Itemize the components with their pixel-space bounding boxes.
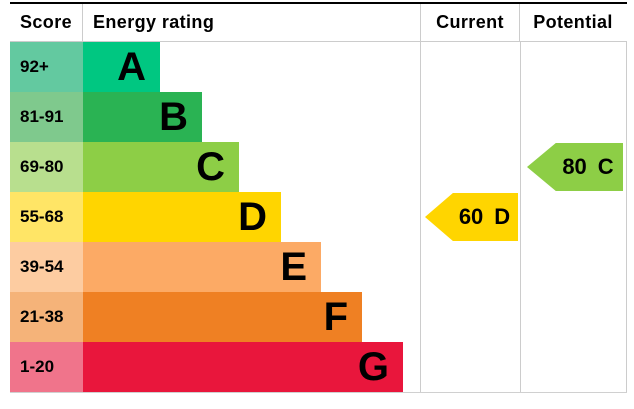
column-divider: [520, 42, 521, 392]
potential-rating-arrow: 80 C: [527, 143, 623, 191]
column-divider: [420, 42, 421, 392]
band-b-bar: B: [83, 92, 202, 142]
rating-bands: 92+ A 81-91 B 69-80 C 55-68 D 39-54 E 21…: [10, 42, 627, 392]
current-rating-arrow: 60 D: [425, 193, 518, 241]
score-column-header: Score: [10, 4, 83, 41]
band-e-score-range: 39-54: [10, 242, 83, 292]
potential-column-header: Potential: [519, 4, 626, 41]
band-row-d: 55-68 D: [10, 192, 627, 242]
band-b-score-range: 81-91: [10, 92, 83, 142]
potential-rating-letter: C: [597, 154, 614, 179]
band-d-bar: D: [83, 192, 281, 242]
band-row-g: 1-20 G: [10, 342, 627, 392]
band-row-c: 69-80 C: [10, 142, 627, 192]
band-row-b: 81-91 B: [10, 92, 627, 142]
rating-table: Score Energy rating Current Potential 92…: [10, 2, 627, 393]
band-e-bar: E: [83, 242, 321, 292]
band-f-score-range: 21-38: [10, 292, 83, 342]
band-a-score-range: 92+: [10, 42, 83, 92]
potential-rating-value: 80: [562, 154, 587, 179]
band-g-bar: G: [83, 342, 403, 392]
band-row-e: 39-54 E: [10, 242, 627, 292]
band-row-f: 21-38 F: [10, 292, 627, 342]
band-g-score-range: 1-20: [10, 342, 83, 392]
current-rating-letter: D: [494, 204, 511, 229]
table-header: Score Energy rating Current Potential: [10, 4, 627, 42]
band-c-bar: C: [83, 142, 239, 192]
current-rating-value: 60: [458, 204, 484, 229]
band-f-bar: F: [83, 292, 362, 342]
band-row-a: 92+ A: [10, 42, 627, 92]
band-c-score-range: 69-80: [10, 142, 83, 192]
column-divider: [626, 42, 627, 392]
current-column-header: Current: [420, 4, 519, 41]
band-d-score-range: 55-68: [10, 192, 83, 242]
energy-rating-column-header: Energy rating: [93, 12, 215, 32]
band-a-bar: A: [83, 42, 160, 92]
